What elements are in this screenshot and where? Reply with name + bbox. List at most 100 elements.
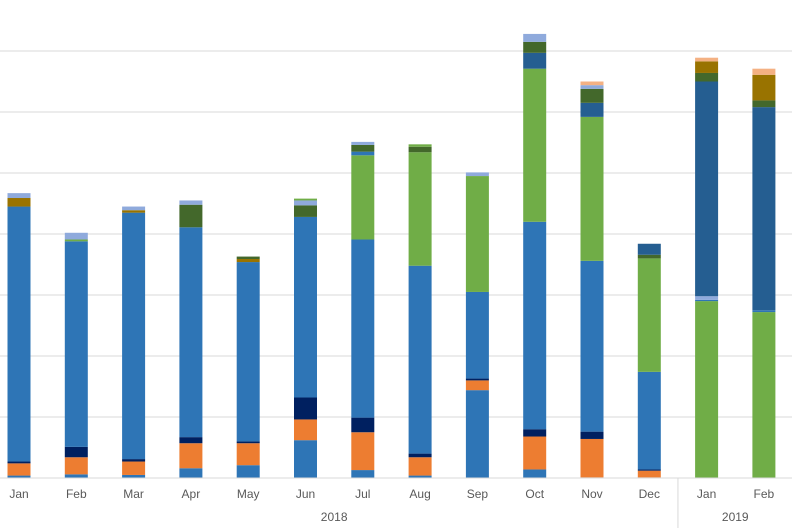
bar-segment-s3-6	[351, 417, 375, 433]
bar-segment-top-0-6	[351, 151, 375, 156]
bar-segment-s7-12	[695, 296, 719, 300]
x-tick-label: Feb	[66, 487, 87, 501]
bar-segment-top-0-5	[294, 205, 317, 217]
group-label-2018: 2018	[321, 510, 348, 524]
bar-stack-9	[523, 33, 547, 478]
bar-segment-s4-3	[179, 227, 203, 438]
bar-segment-s2-4	[236, 443, 260, 466]
x-tick-label: Feb	[754, 487, 775, 501]
bar-segment-s4-6	[351, 239, 375, 418]
bar-segment-s12-12	[695, 57, 719, 62]
bar-segment-top-0-10	[580, 102, 604, 117]
x-tick-label: May	[237, 487, 260, 501]
bar-segment-s2-10	[580, 438, 604, 478]
bar-segment-top-2-6	[351, 141, 375, 145]
bar-segment-top-0-8	[465, 172, 489, 177]
bar-segment-top-1-10	[580, 88, 604, 103]
bar-segment-s2-2	[122, 461, 146, 475]
bar-stack-13	[752, 68, 776, 478]
bar-segment-s3-0	[7, 461, 31, 464]
bar-segment-s8-13	[752, 107, 776, 311]
bar-stack-10	[580, 81, 604, 478]
bar-segment-s2-1	[64, 457, 88, 475]
bar-segment-s5-10	[580, 116, 604, 261]
bar-segment-s5-8	[465, 176, 489, 292]
bar-segment-s3-7	[408, 453, 432, 458]
bar-segment-top-1-4	[236, 256, 260, 260]
bar-segment-s3-3	[179, 437, 203, 444]
bar-segment-top-1-6	[351, 144, 375, 152]
bar-segment-s4-10	[580, 260, 604, 432]
bar-segment-s2-3	[179, 443, 203, 469]
bar-stack-5	[294, 198, 317, 478]
bar-segment-top-2-9	[523, 33, 547, 42]
x-tick-label: Jan	[9, 487, 28, 501]
x-tick-label: Jul	[355, 487, 370, 501]
bar-segment-s11-12	[695, 61, 719, 73]
x-axis: Jan Feb Mar Apr May Jun Jul Aug Sep Oct Nov Dec Jan F…	[0, 477, 792, 528]
bar-stack-2	[122, 206, 146, 478]
bar-segment-s2-8	[465, 380, 489, 391]
bar-segment-s2-5	[294, 419, 317, 441]
bar-segment-s3-5	[294, 397, 317, 420]
bar-segment-top-1-2	[122, 210, 146, 213]
bar-segment-top-1-7	[408, 144, 432, 147]
bars	[7, 33, 776, 478]
bar-segment-s4-2	[122, 212, 146, 460]
bar-segment-s3-4	[236, 441, 260, 444]
bar-segment-s5-12	[695, 301, 719, 478]
bar-segment-top-3-10	[580, 81, 604, 86]
bar-segment-s6-12	[695, 299, 719, 302]
bar-segment-s3-9	[523, 429, 547, 437]
x-tick-label: Nov	[581, 487, 602, 501]
bar-segment-s1-3	[179, 468, 203, 478]
bar-segment-s11-13	[752, 74, 776, 101]
bar-segment-top-0-9	[523, 52, 547, 69]
bar-segment-s10-12	[695, 72, 719, 82]
bar-segment-s2-6	[351, 432, 375, 471]
group-label-2019: 2019	[722, 510, 749, 524]
gridlines	[0, 50, 792, 479]
x-tick-label: Jan	[697, 487, 716, 501]
bar-segment-s1-0	[7, 475, 31, 478]
bar-segment-s1-5	[294, 440, 317, 478]
bar-segment-s3-8	[465, 378, 489, 381]
bar-segment-s10-13	[752, 100, 776, 108]
bar-stack-0	[7, 193, 31, 478]
bar-segment-s2-9	[523, 436, 547, 470]
bar-segment-s6-13	[752, 310, 776, 313]
bar-segment-s3-11	[637, 469, 661, 471]
bar-segment-s4-5	[294, 216, 317, 398]
bar-segment-top-1-11	[637, 243, 661, 255]
x-tick-label: Dec	[639, 487, 660, 501]
bar-segment-s1-8	[465, 390, 489, 478]
bar-segment-s1-2	[122, 474, 146, 478]
bar-segment-top-0-3	[179, 204, 203, 228]
bar-segment-s2-7	[408, 457, 432, 476]
bar-segment-s5-6	[351, 155, 375, 240]
bar-stack-1	[64, 232, 88, 478]
bar-segment-s4-8	[465, 291, 489, 379]
bar-segment-s8-12	[695, 81, 719, 297]
bar-segment-s5-13	[752, 312, 776, 478]
bar-segment-top-2-0	[7, 193, 31, 199]
bar-segment-top-2-2	[122, 206, 146, 211]
bar-stack-11	[637, 243, 661, 478]
bar-segment-s2-11	[637, 470, 661, 478]
bar-segment-top-0-1	[64, 239, 88, 242]
bar-stack-4	[236, 256, 260, 478]
bar-segment-s4-9	[523, 221, 547, 430]
bar-segment-top-0-7	[408, 146, 432, 153]
bar-segment-top-1-3	[179, 200, 203, 205]
bar-segment-top-2-5	[294, 198, 317, 201]
bar-segment-s3-10	[580, 431, 604, 439]
bar-segment-top-1-9	[523, 41, 547, 53]
bar-segment-top-1-1	[64, 232, 88, 240]
bar-segment-top-1-5	[294, 200, 317, 206]
bar-segment-s1-9	[523, 469, 547, 478]
bar-stack-6	[351, 141, 375, 478]
bar-segment-s5-7	[408, 152, 432, 266]
bar-segment-s4-1	[64, 241, 88, 447]
x-tick-label: Mar	[123, 487, 144, 501]
x-tick-label: Aug	[409, 487, 430, 501]
